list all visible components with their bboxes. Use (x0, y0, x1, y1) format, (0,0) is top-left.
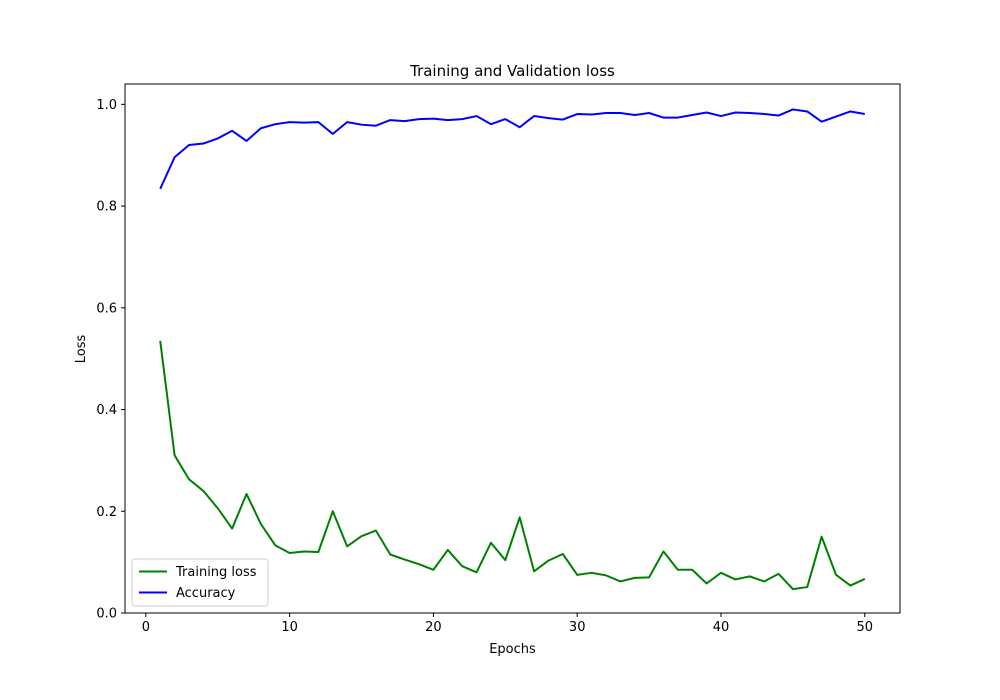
x-tick-label: 0 (142, 620, 150, 635)
y-tick-label: 0.8 (96, 200, 117, 215)
x-tick-label: 30 (569, 620, 586, 635)
legend-label-accuracy: Accuracy (176, 586, 236, 601)
x-tick-label: 40 (713, 620, 730, 635)
y-tick-label: 1.0 (96, 98, 117, 113)
legend: Training loss Accuracy (131, 558, 269, 607)
x-axis-label: Epochs (489, 642, 536, 657)
y-axis-ticks: 0.0 0.2 0.4 0.6 0.8 1.0 (96, 98, 125, 622)
series-layer (159, 108, 866, 591)
legend-label-training-loss: Training loss (175, 565, 257, 580)
y-tick-label: 0.0 (96, 607, 117, 622)
y-tick-label: 0.4 (96, 403, 117, 418)
series-line-training-loss (159, 340, 866, 591)
x-axis-ticks: 0 10 20 30 40 50 (142, 613, 873, 635)
x-tick-label: 20 (425, 620, 442, 635)
series-line-accuracy (159, 108, 865, 190)
chart-title: Training and Validation loss (409, 62, 615, 80)
y-tick-label: 0.2 (96, 505, 117, 520)
x-tick-label: 10 (281, 620, 298, 635)
y-axis-label: Loss (74, 335, 89, 364)
y-tick-label: 0.6 (96, 301, 117, 316)
plot-frame (124, 83, 901, 614)
x-tick-label: 50 (856, 620, 873, 635)
